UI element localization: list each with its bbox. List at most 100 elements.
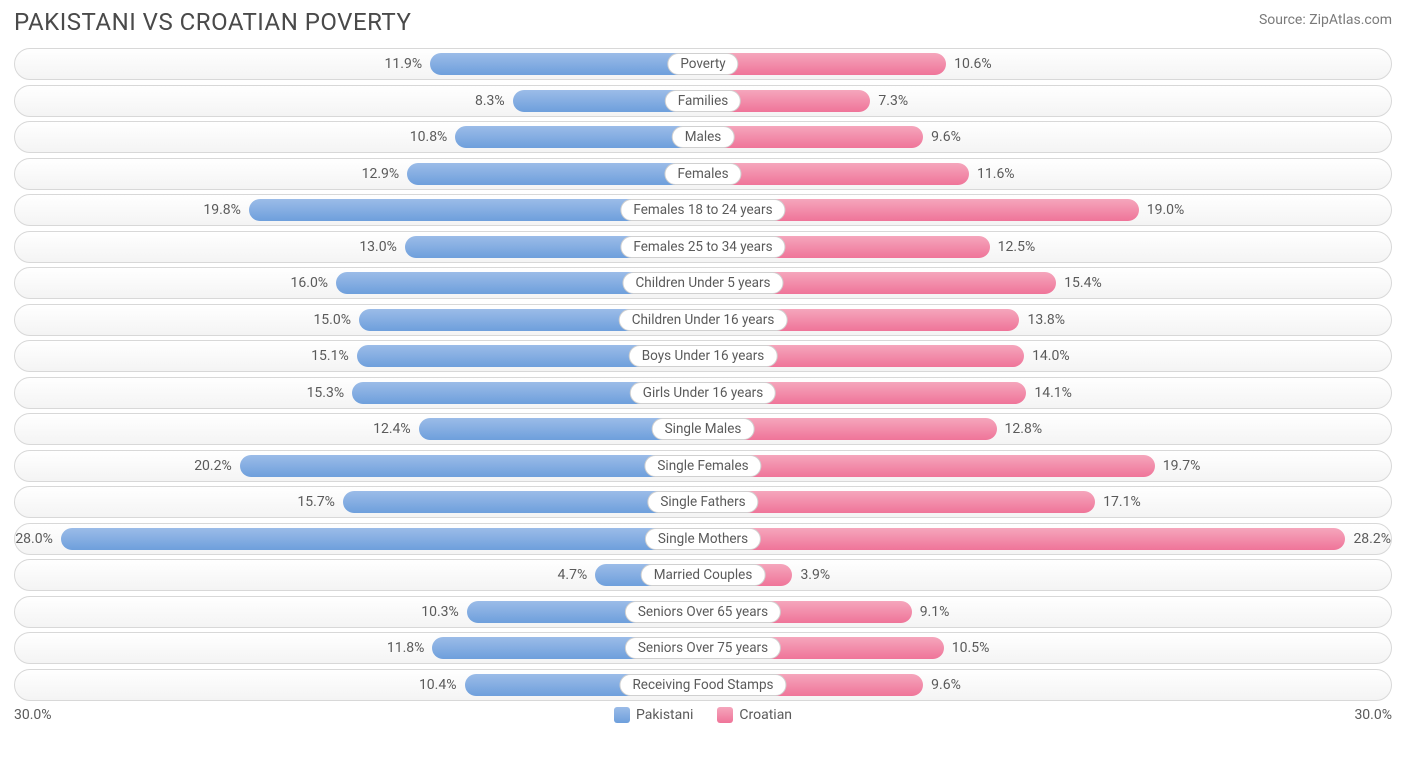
chart-title: PAKISTANI VS CROATIAN POVERTY <box>14 8 411 36</box>
right-value: 12.8% <box>1005 421 1043 437</box>
category-label: Females 18 to 24 years <box>620 199 785 221</box>
chart-row: 11.8%10.5%Seniors Over 75 years <box>14 632 1392 664</box>
right-value: 17.1% <box>1103 494 1141 510</box>
left-value: 4.7% <box>558 567 588 583</box>
right-bar <box>703 455 1155 477</box>
left-half: 19.8% <box>15 195 703 225</box>
right-value: 11.6% <box>977 166 1015 182</box>
chart-row: 11.9% 10.6% Poverty <box>14 48 1392 80</box>
category-label: Children Under 16 years <box>619 309 788 331</box>
right-value: 9.1% <box>920 604 950 620</box>
legend-item-left: Pakistani <box>614 707 693 723</box>
left-half: 10.3% <box>15 597 703 627</box>
right-half: 19.7% <box>703 451 1391 481</box>
right-half: 7.3% <box>703 86 1391 116</box>
left-half: 4.7% <box>15 560 703 590</box>
left-bar <box>240 455 703 477</box>
left-half: 11.9% <box>15 49 703 79</box>
right-value: 10.6% <box>954 56 992 72</box>
category-label: Children Under 5 years <box>623 272 784 294</box>
left-bar <box>455 126 703 148</box>
left-value: 11.8% <box>387 640 425 656</box>
left-value: 28.0% <box>15 531 53 547</box>
chart-row: 28.0% 28.2% Single Mothers <box>14 523 1392 555</box>
chart-row: 15.0% 13.8% Children Under 16 years <box>14 304 1392 336</box>
right-value: 9.6% <box>931 129 961 145</box>
chart-row: 12.4% 12.8% Single Males <box>14 413 1392 445</box>
right-half: 10.6% <box>703 49 1391 79</box>
left-half: 13.0% <box>15 232 703 262</box>
right-value: 14.1% <box>1034 385 1072 401</box>
chart-row: 10.4%9.6%Receiving Food Stamps <box>14 669 1392 701</box>
left-value: 12.9% <box>362 166 400 182</box>
left-half: 11.8% <box>15 633 703 663</box>
right-value: 15.4% <box>1064 275 1102 291</box>
category-label: Families <box>665 90 741 112</box>
right-bar <box>703 126 923 148</box>
category-label: Females 25 to 34 years <box>620 236 785 258</box>
chart-header: PAKISTANI VS CROATIAN POVERTY Source: Zi… <box>14 8 1392 36</box>
left-value: 15.3% <box>307 385 345 401</box>
legend: Pakistani Croatian <box>614 707 792 723</box>
category-label: Single Males <box>652 418 755 440</box>
right-half: 9.6% <box>703 670 1391 700</box>
right-bar <box>703 528 1345 550</box>
chart-row: 10.8% 9.6% Males <box>14 121 1392 153</box>
left-value: 10.3% <box>421 604 459 620</box>
left-value: 16.0% <box>291 275 329 291</box>
right-value: 19.7% <box>1163 458 1201 474</box>
left-half: 15.1% <box>15 341 703 371</box>
category-label: Seniors Over 75 years <box>625 637 781 659</box>
category-label: Seniors Over 65 years <box>625 601 781 623</box>
left-value: 15.1% <box>311 348 349 364</box>
left-value: 20.2% <box>194 458 232 474</box>
category-label: Single Fathers <box>647 491 758 513</box>
left-half: 10.8% <box>15 122 703 152</box>
chart-row: 10.3% 9.1% Seniors Over 65 years <box>14 596 1392 628</box>
left-value: 10.8% <box>410 129 448 145</box>
legend-item-right: Croatian <box>717 707 792 723</box>
right-value: 3.9% <box>800 567 830 583</box>
chart-footer: 30.0% Pakistani Croatian 30.0% <box>14 707 1392 723</box>
category-label: Males <box>672 126 735 148</box>
right-half: 28.2% <box>703 524 1391 554</box>
right-half: 9.6% <box>703 122 1391 152</box>
chart-row: 15.7% 17.1% Single Fathers <box>14 486 1392 518</box>
chart-row: 4.7%3.9%Married Couples <box>14 559 1392 591</box>
legend-label-right: Croatian <box>739 707 792 723</box>
right-half: 9.1% <box>703 597 1391 627</box>
chart-row: 12.9% 11.6% Females <box>14 158 1392 190</box>
right-half: 15.4% <box>703 268 1391 298</box>
category-label: Poverty <box>667 53 738 75</box>
left-half: 15.3% <box>15 378 703 408</box>
left-half: 20.2% <box>15 451 703 481</box>
right-half: 14.1% <box>703 378 1391 408</box>
right-value: 13.8% <box>1027 312 1065 328</box>
left-half: 15.7% <box>15 487 703 517</box>
chart-row: 8.3% 7.3%Families <box>14 85 1392 117</box>
category-label: Single Mothers <box>645 528 761 550</box>
right-value: 9.6% <box>931 677 961 693</box>
right-value: 14.0% <box>1032 348 1070 364</box>
category-label: Girls Under 16 years <box>630 382 776 404</box>
left-half: 12.4% <box>15 414 703 444</box>
category-label: Boys Under 16 years <box>629 345 778 367</box>
left-half: 28.0% <box>15 524 703 554</box>
category-label: Females <box>664 163 741 185</box>
chart-source: Source: ZipAtlas.com <box>1259 12 1392 28</box>
left-bar <box>407 163 703 185</box>
left-half: 15.0% <box>15 305 703 335</box>
right-half: 19.0% <box>703 195 1391 225</box>
left-value: 13.0% <box>359 239 397 255</box>
left-value: 19.8% <box>203 202 241 218</box>
right-value: 28.2% <box>1353 531 1391 547</box>
left-half: 10.4% <box>15 670 703 700</box>
right-half: 12.8% <box>703 414 1391 444</box>
chart-row: 15.3% 14.1% Girls Under 16 years <box>14 377 1392 409</box>
left-half: 16.0% <box>15 268 703 298</box>
left-bar <box>430 53 703 75</box>
left-value: 8.3% <box>475 93 505 109</box>
legend-label-left: Pakistani <box>636 707 693 723</box>
legend-swatch-left <box>614 707 630 723</box>
chart-row: 19.8% 19.0%Females 18 to 24 years <box>14 194 1392 226</box>
